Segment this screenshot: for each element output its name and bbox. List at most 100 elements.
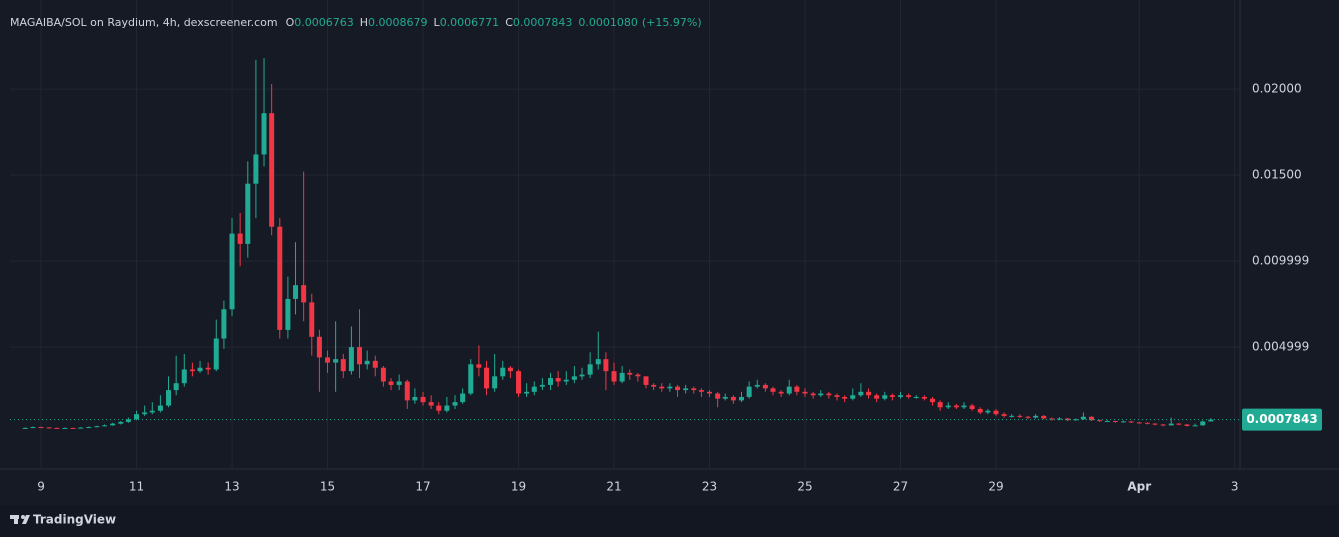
candle-body	[985, 410, 991, 413]
candle-body	[1041, 415, 1047, 419]
ohlc-value: 0.0008679	[368, 16, 428, 29]
candle-body	[420, 396, 426, 403]
axes: 0.02000 0.01500 0.009999 0.004999 9 11 13 15 17 1…	[37, 82, 1322, 494]
candle-body	[667, 386, 673, 389]
candle-body	[659, 386, 665, 389]
candle-body	[1136, 422, 1142, 424]
candle-body	[1208, 419, 1214, 422]
candle-body	[70, 427, 76, 429]
candle-body	[388, 381, 394, 385]
ohlc-label: O	[286, 16, 295, 29]
candle-body	[436, 405, 442, 411]
candle-body	[921, 396, 927, 399]
candle-body	[993, 410, 999, 415]
candle-body	[1097, 420, 1103, 422]
candle-body	[444, 405, 450, 411]
candle-body	[245, 183, 251, 244]
candle-body	[754, 384, 760, 387]
candle-body	[746, 386, 752, 397]
candle-body	[818, 393, 824, 396]
candle-body	[301, 285, 307, 303]
candles	[10, 58, 1240, 429]
change-pct: (+15.97%)	[642, 16, 702, 29]
x-tick-label: 13	[224, 480, 239, 494]
candle-body	[730, 396, 736, 401]
candle-body	[1176, 423, 1182, 425]
candle-body	[603, 359, 609, 372]
candle-body	[476, 364, 482, 368]
ohlc-label: H	[360, 16, 368, 29]
candle-body	[898, 395, 904, 397]
candle-body	[428, 402, 434, 406]
candle-body	[874, 395, 880, 399]
candle-body	[181, 369, 187, 384]
candle-body	[78, 427, 84, 429]
candle-body	[412, 396, 418, 401]
candle-body	[277, 226, 283, 330]
candle-body	[1168, 423, 1174, 426]
candle-body	[1080, 416, 1086, 420]
candle-body	[1017, 415, 1023, 417]
ohlc-value: 0.0006771	[440, 16, 500, 29]
candle-body	[380, 367, 386, 382]
candle-body	[1001, 414, 1007, 416]
candle-body	[548, 378, 554, 385]
candle-body	[587, 364, 593, 375]
candle-body	[635, 374, 641, 377]
candle-body	[953, 405, 959, 408]
ohlc-label: L	[434, 16, 441, 29]
candle-body	[722, 396, 728, 399]
candle-body	[1128, 421, 1134, 423]
candle-body	[611, 371, 617, 382]
logo-stem	[14, 515, 18, 524]
candle-body	[683, 388, 689, 391]
candle-body	[316, 336, 322, 358]
x-tick-label: 11	[129, 480, 144, 494]
candle-body	[913, 396, 919, 398]
change: 0.0001080	[578, 16, 638, 29]
candle-body	[739, 396, 745, 401]
candle-body	[38, 427, 44, 429]
candle-body	[1009, 415, 1015, 417]
candle-body	[1089, 416, 1095, 421]
candle-body	[945, 405, 951, 408]
candle-body	[396, 381, 402, 385]
candle-body	[468, 364, 474, 394]
candle-body	[30, 427, 36, 429]
candle-body	[325, 357, 331, 363]
x-tick-label: 25	[797, 480, 812, 494]
candle-body	[786, 386, 792, 394]
candle-body	[364, 360, 370, 365]
candle-body	[977, 409, 983, 413]
candle-body	[500, 367, 506, 377]
candle-body	[802, 391, 808, 394]
last-price-box	[1242, 408, 1322, 431]
candle-body	[619, 372, 625, 382]
candle-body	[1152, 423, 1158, 425]
candle-body	[166, 390, 172, 406]
x-tick-label: 3	[1231, 480, 1239, 494]
candle-body	[882, 395, 888, 399]
candle-body	[46, 427, 52, 429]
candle-body	[1184, 424, 1190, 426]
candle-body	[1200, 421, 1206, 426]
candle-body	[1144, 422, 1150, 424]
ohlc-label: C	[505, 16, 513, 29]
candle-body	[539, 384, 545, 387]
candle-body	[102, 425, 108, 427]
candle-body	[516, 371, 522, 394]
candle-body	[524, 391, 530, 394]
y-tick-label: 0.02000	[1252, 82, 1302, 96]
candle-body	[1049, 418, 1055, 420]
candle-body	[261, 113, 267, 155]
candle-body	[858, 391, 864, 396]
candle-body	[579, 374, 585, 377]
candle-body	[698, 390, 704, 392]
candle-body	[86, 427, 92, 429]
candle-body	[452, 402, 458, 406]
candle-body	[253, 154, 259, 184]
candle-body	[229, 233, 235, 310]
y-tick-label: 0.01500	[1252, 168, 1302, 182]
candle-body	[22, 427, 28, 429]
chart-background	[0, 0, 1339, 505]
